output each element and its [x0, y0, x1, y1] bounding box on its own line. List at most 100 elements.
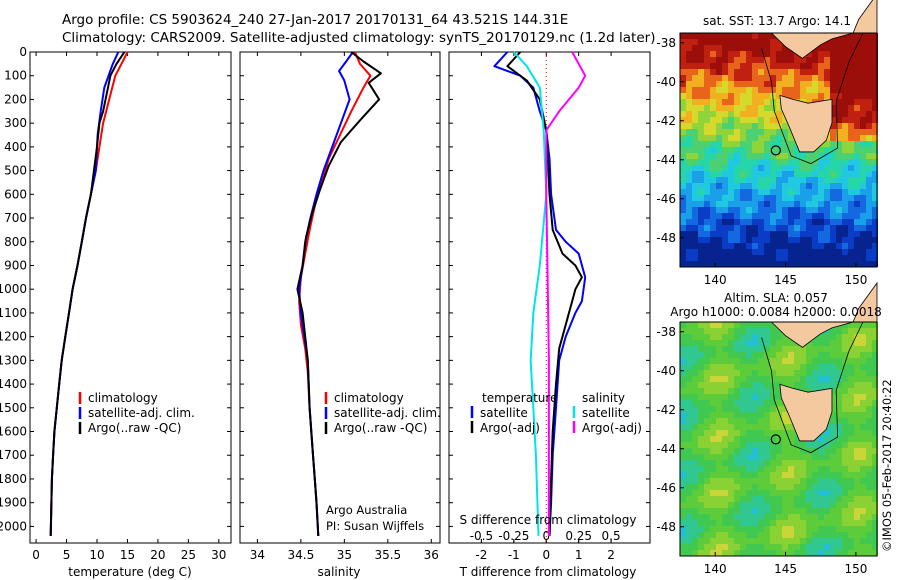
- argo-position-marker: [770, 434, 781, 445]
- salinity-xlabel: salinity: [317, 565, 360, 579]
- depth-tick-label: 1200: [0, 330, 27, 344]
- x-tick-label: 34: [250, 548, 265, 562]
- depth-tick-label: 1300: [0, 353, 27, 367]
- map-frame: [679, 321, 878, 557]
- map-x-tick-label: 140: [704, 562, 727, 576]
- x-tick-label: 2: [607, 548, 615, 562]
- sla-map-subtitle: Argo h1000: 0.0084 h2000: 0.0018: [670, 305, 882, 319]
- map-y-tick-label: -38: [656, 325, 676, 339]
- sla-map-title: Altim. SLA: 0.057: [724, 291, 828, 305]
- legend-temperature-title: temperature: [482, 391, 557, 405]
- salinity-panel: 34 34.5 35 35.5 36 climatologysatellite-adj. …: [239, 51, 441, 562]
- legend-salinity-argo: Argo(-adj): [572, 421, 642, 435]
- depth-tick-label: 500: [4, 164, 27, 178]
- s-tick-label: 0.25: [565, 529, 592, 543]
- depth-tick-label: 1900: [0, 496, 27, 510]
- x-tick-label: 15: [120, 548, 135, 562]
- map-y-tick-label: -40: [656, 364, 676, 378]
- depth-tick-label: 1500: [0, 401, 27, 415]
- legend-label: Argo(..raw -QC): [88, 421, 181, 435]
- legend-label: Argo(..raw -QC): [334, 421, 427, 435]
- depth-tick-label: 800: [4, 235, 27, 249]
- series-line-argo-raw-qc-: [49, 51, 126, 536]
- x-tick-label: 20: [150, 548, 165, 562]
- sst-map: 140 145 150 -38 -40 -42 -44 -46 -48: [656, 0, 878, 287]
- depth-tick-label: 1800: [0, 472, 27, 486]
- pi-label: PI: Susan Wijffels: [326, 519, 424, 533]
- map-y-tick-label: -48: [656, 231, 676, 245]
- legend-label: climatology: [334, 391, 404, 405]
- x-tick-label: 35: [337, 548, 352, 562]
- map-x-tick-label: 150: [844, 273, 867, 287]
- s-tick-label: -0.5: [470, 529, 493, 543]
- depth-tick-label: 600: [4, 187, 27, 201]
- x-tick-label: 30: [211, 548, 226, 562]
- map-x-tick-label: 145: [774, 273, 797, 287]
- depth-tick-label: 0: [19, 45, 27, 59]
- map-x-tick-label: 150: [844, 562, 867, 576]
- mainland-australia: [770, 0, 878, 59]
- sla-map: 140 145 150 -38 -40 -42 -44 -46 -48: [656, 281, 878, 576]
- argo-australia-label: Argo Australia: [326, 503, 407, 517]
- map-y-tick-label: -46: [656, 192, 676, 206]
- map-y-tick-label: -42: [656, 403, 676, 417]
- figure-title-line1: Argo profile: CS 5903624_240 27-Jan-2017…: [62, 12, 568, 28]
- depth-axis-labels: 0 100 200 300 400 500 600 700 800 900 1000 1100 1200…: [0, 45, 27, 533]
- depth-tick-label: 1700: [0, 448, 27, 462]
- map-y-tick-label: -46: [656, 481, 676, 495]
- figure-title-line2: Climatology: CARS2009. Satellite-adjuste…: [62, 30, 655, 46]
- x-tick-label: 0: [542, 548, 550, 562]
- series-line-argo-raw-qc-: [296, 51, 382, 536]
- x-tick-label: 10: [89, 548, 104, 562]
- difference-xlabel-top: S difference from climatology: [460, 513, 637, 527]
- difference-xlabel: T difference from climatology: [459, 565, 637, 579]
- series-line-salinity-satellite: [513, 51, 548, 536]
- depth-tick-label: 400: [4, 140, 27, 154]
- x-tick-label: 0: [32, 548, 40, 562]
- legend-label: satellite-adj. clim.: [334, 406, 441, 420]
- depth-tick-label: 300: [4, 116, 27, 130]
- map-y-tick-label: -44: [656, 442, 676, 456]
- depth-tick-label: 900: [4, 258, 27, 272]
- x-tick-label: 1: [575, 548, 583, 562]
- depth-tick-label: 1400: [0, 377, 27, 391]
- map-y-tick-label: -44: [656, 153, 676, 167]
- temperature-xlabel: temperature (deg C): [68, 565, 191, 579]
- svg-text:satellite: satellite: [582, 406, 630, 420]
- map-x-tick-label: 145: [774, 562, 797, 576]
- map-x-tick-label: 140: [704, 273, 727, 287]
- sst-map-title: sat. SST: 13.7 Argo: 14.1: [703, 14, 851, 28]
- legend-label: climatology: [88, 391, 158, 405]
- svg-text:Argo(-adj): Argo(-adj): [582, 421, 642, 435]
- argo-position-marker: [770, 145, 781, 156]
- legend-temperature-satellite: satellite: [470, 406, 528, 420]
- map-y-tick-label: -38: [656, 36, 676, 50]
- depth-tick-label: 700: [4, 211, 27, 225]
- tasmania: [779, 383, 833, 442]
- x-tick-label: 5: [63, 548, 71, 562]
- depth-tick-label: 2000: [0, 519, 27, 533]
- mainland-australia: [770, 281, 878, 348]
- x-tick-label: 25: [181, 548, 196, 562]
- x-tick-label: 36: [424, 548, 439, 562]
- svg-text:Argo(-adj): Argo(-adj): [480, 421, 540, 435]
- s-tick-label: 0.5: [602, 529, 621, 543]
- x-tick-label: -1: [508, 548, 520, 562]
- plot-frame: [29, 51, 232, 544]
- series-line-temperature-argo-adj-: [506, 51, 583, 536]
- legend-salinity-satellite: satellite: [572, 406, 630, 420]
- depth-tick-label: 200: [4, 92, 27, 106]
- map-y-tick-label: -48: [656, 520, 676, 534]
- x-tick-label: -2: [475, 548, 487, 562]
- map-frame: [679, 32, 878, 268]
- legend-label: satellite-adj. clim.: [88, 406, 195, 420]
- bathymetry-contour: [761, 321, 864, 454]
- svg-text:satellite: satellite: [480, 406, 528, 420]
- x-tick-label: 34.5: [288, 548, 315, 562]
- depth-tick-label: 1600: [0, 425, 27, 439]
- depth-tick-label: 1100: [0, 306, 27, 320]
- depth-tick-label: 100: [4, 69, 27, 83]
- tasmania: [779, 94, 833, 153]
